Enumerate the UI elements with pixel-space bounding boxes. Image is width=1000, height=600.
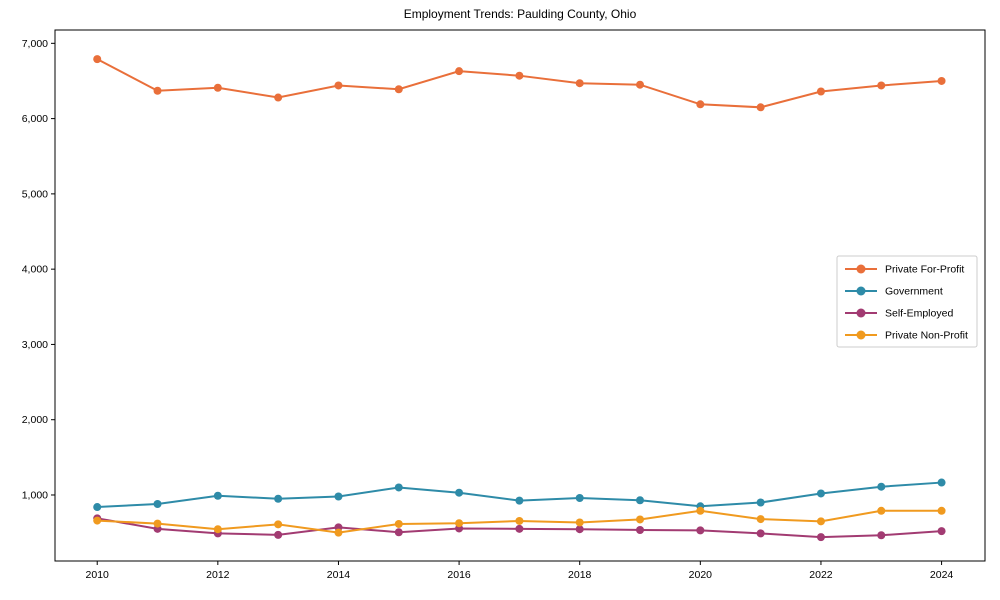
legend-box — [836, 255, 978, 348]
data-point-private-for-profit-2013 — [274, 93, 283, 102]
x-tick-label: 2010 — [86, 569, 110, 581]
data-point-self-employed-2024 — [937, 527, 946, 536]
x-tick-label: 2018 — [568, 569, 592, 581]
data-point-self-employed-2015 — [394, 528, 403, 537]
data-point-private-for-profit-2019 — [636, 80, 645, 89]
data-point-self-employed-2018 — [575, 525, 584, 534]
x-tick-label: 2014 — [327, 569, 351, 581]
x-tick-label: 2020 — [689, 569, 713, 581]
data-point-private-non-profit-2018 — [575, 518, 584, 527]
data-point-private-for-profit-2015 — [394, 85, 403, 94]
series-line-private-for-profit — [96, 58, 942, 109]
data-point-government-2023 — [877, 482, 886, 491]
legend-marker — [856, 330, 866, 340]
data-point-government-2015 — [394, 483, 403, 492]
data-point-private-non-profit-2017 — [515, 516, 524, 525]
data-point-government-2021 — [756, 498, 765, 507]
y-tick-label: 1,000 — [22, 489, 48, 501]
data-point-private-non-profit-2013 — [274, 520, 283, 529]
legend-marker — [856, 264, 866, 274]
data-point-self-employed-2021 — [756, 529, 765, 538]
data-point-private-for-profit-2012 — [213, 83, 222, 92]
data-point-government-2013 — [274, 494, 283, 503]
data-point-government-2016 — [455, 488, 464, 497]
data-point-private-for-profit-2023 — [877, 81, 886, 90]
x-tick-label: 2012 — [206, 569, 230, 581]
y-tick-label: 5,000 — [22, 188, 48, 200]
legend-label: Government — [885, 286, 943, 298]
data-point-private-non-profit-2010 — [93, 516, 102, 525]
y-tick-label: 6,000 — [22, 113, 48, 125]
data-point-government-2019 — [636, 496, 645, 505]
data-point-self-employed-2013 — [274, 530, 283, 539]
x-tick-label: 2016 — [447, 569, 471, 581]
data-point-private-for-profit-2017 — [515, 71, 524, 80]
data-point-private-non-profit-2012 — [213, 525, 222, 534]
data-point-private-for-profit-2016 — [455, 67, 464, 76]
data-point-private-for-profit-2024 — [937, 76, 946, 85]
data-point-self-employed-2023 — [877, 531, 886, 540]
y-tick-label: 2,000 — [22, 414, 48, 426]
data-point-self-employed-2017 — [515, 524, 524, 533]
data-point-private-for-profit-2014 — [334, 81, 343, 90]
data-point-private-non-profit-2024 — [937, 506, 946, 515]
y-tick-label: 3,000 — [22, 339, 48, 351]
legend-label: Self-Employed — [885, 308, 953, 320]
data-point-private-for-profit-2018 — [575, 79, 584, 88]
data-point-government-2011 — [153, 500, 162, 509]
data-point-private-for-profit-2020 — [696, 100, 705, 109]
legend-label: Private For-Profit — [885, 264, 964, 276]
y-tick-label: 4,000 — [22, 264, 48, 276]
data-point-private-non-profit-2022 — [816, 517, 825, 526]
data-point-private-non-profit-2020 — [696, 506, 705, 515]
data-point-private-for-profit-2021 — [756, 103, 765, 112]
legend-marker — [856, 286, 866, 296]
data-point-private-non-profit-2016 — [455, 519, 464, 528]
legend-marker — [856, 308, 866, 318]
data-point-private-non-profit-2011 — [153, 519, 162, 528]
data-point-private-for-profit-2022 — [816, 87, 825, 96]
data-point-government-2017 — [515, 496, 524, 505]
data-point-government-2012 — [213, 491, 222, 500]
data-point-private-non-profit-2014 — [334, 528, 343, 537]
data-point-private-for-profit-2010 — [93, 55, 102, 64]
chart-title: Employment Trends: Paulding County, Ohio — [403, 7, 637, 21]
data-point-self-employed-2019 — [636, 525, 645, 534]
axes-frame — [54, 29, 986, 562]
data-point-government-2024 — [937, 478, 946, 487]
data-point-private-non-profit-2019 — [636, 515, 645, 524]
data-point-government-2022 — [816, 489, 825, 498]
data-point-self-employed-2022 — [816, 533, 825, 542]
data-point-self-employed-2020 — [696, 526, 705, 535]
legend-label: Private Non-Profit — [885, 330, 968, 342]
data-point-government-2014 — [334, 492, 343, 501]
x-tick-label: 2024 — [930, 569, 954, 581]
data-point-government-2010 — [93, 503, 102, 512]
data-point-private-non-profit-2015 — [394, 519, 403, 528]
data-point-private-non-profit-2023 — [877, 506, 886, 515]
data-point-private-for-profit-2011 — [153, 86, 162, 95]
y-tick-label: 7,000 — [22, 38, 48, 50]
x-tick-label: 2022 — [809, 569, 833, 581]
data-point-government-2018 — [575, 493, 584, 502]
data-point-private-non-profit-2021 — [756, 515, 765, 524]
